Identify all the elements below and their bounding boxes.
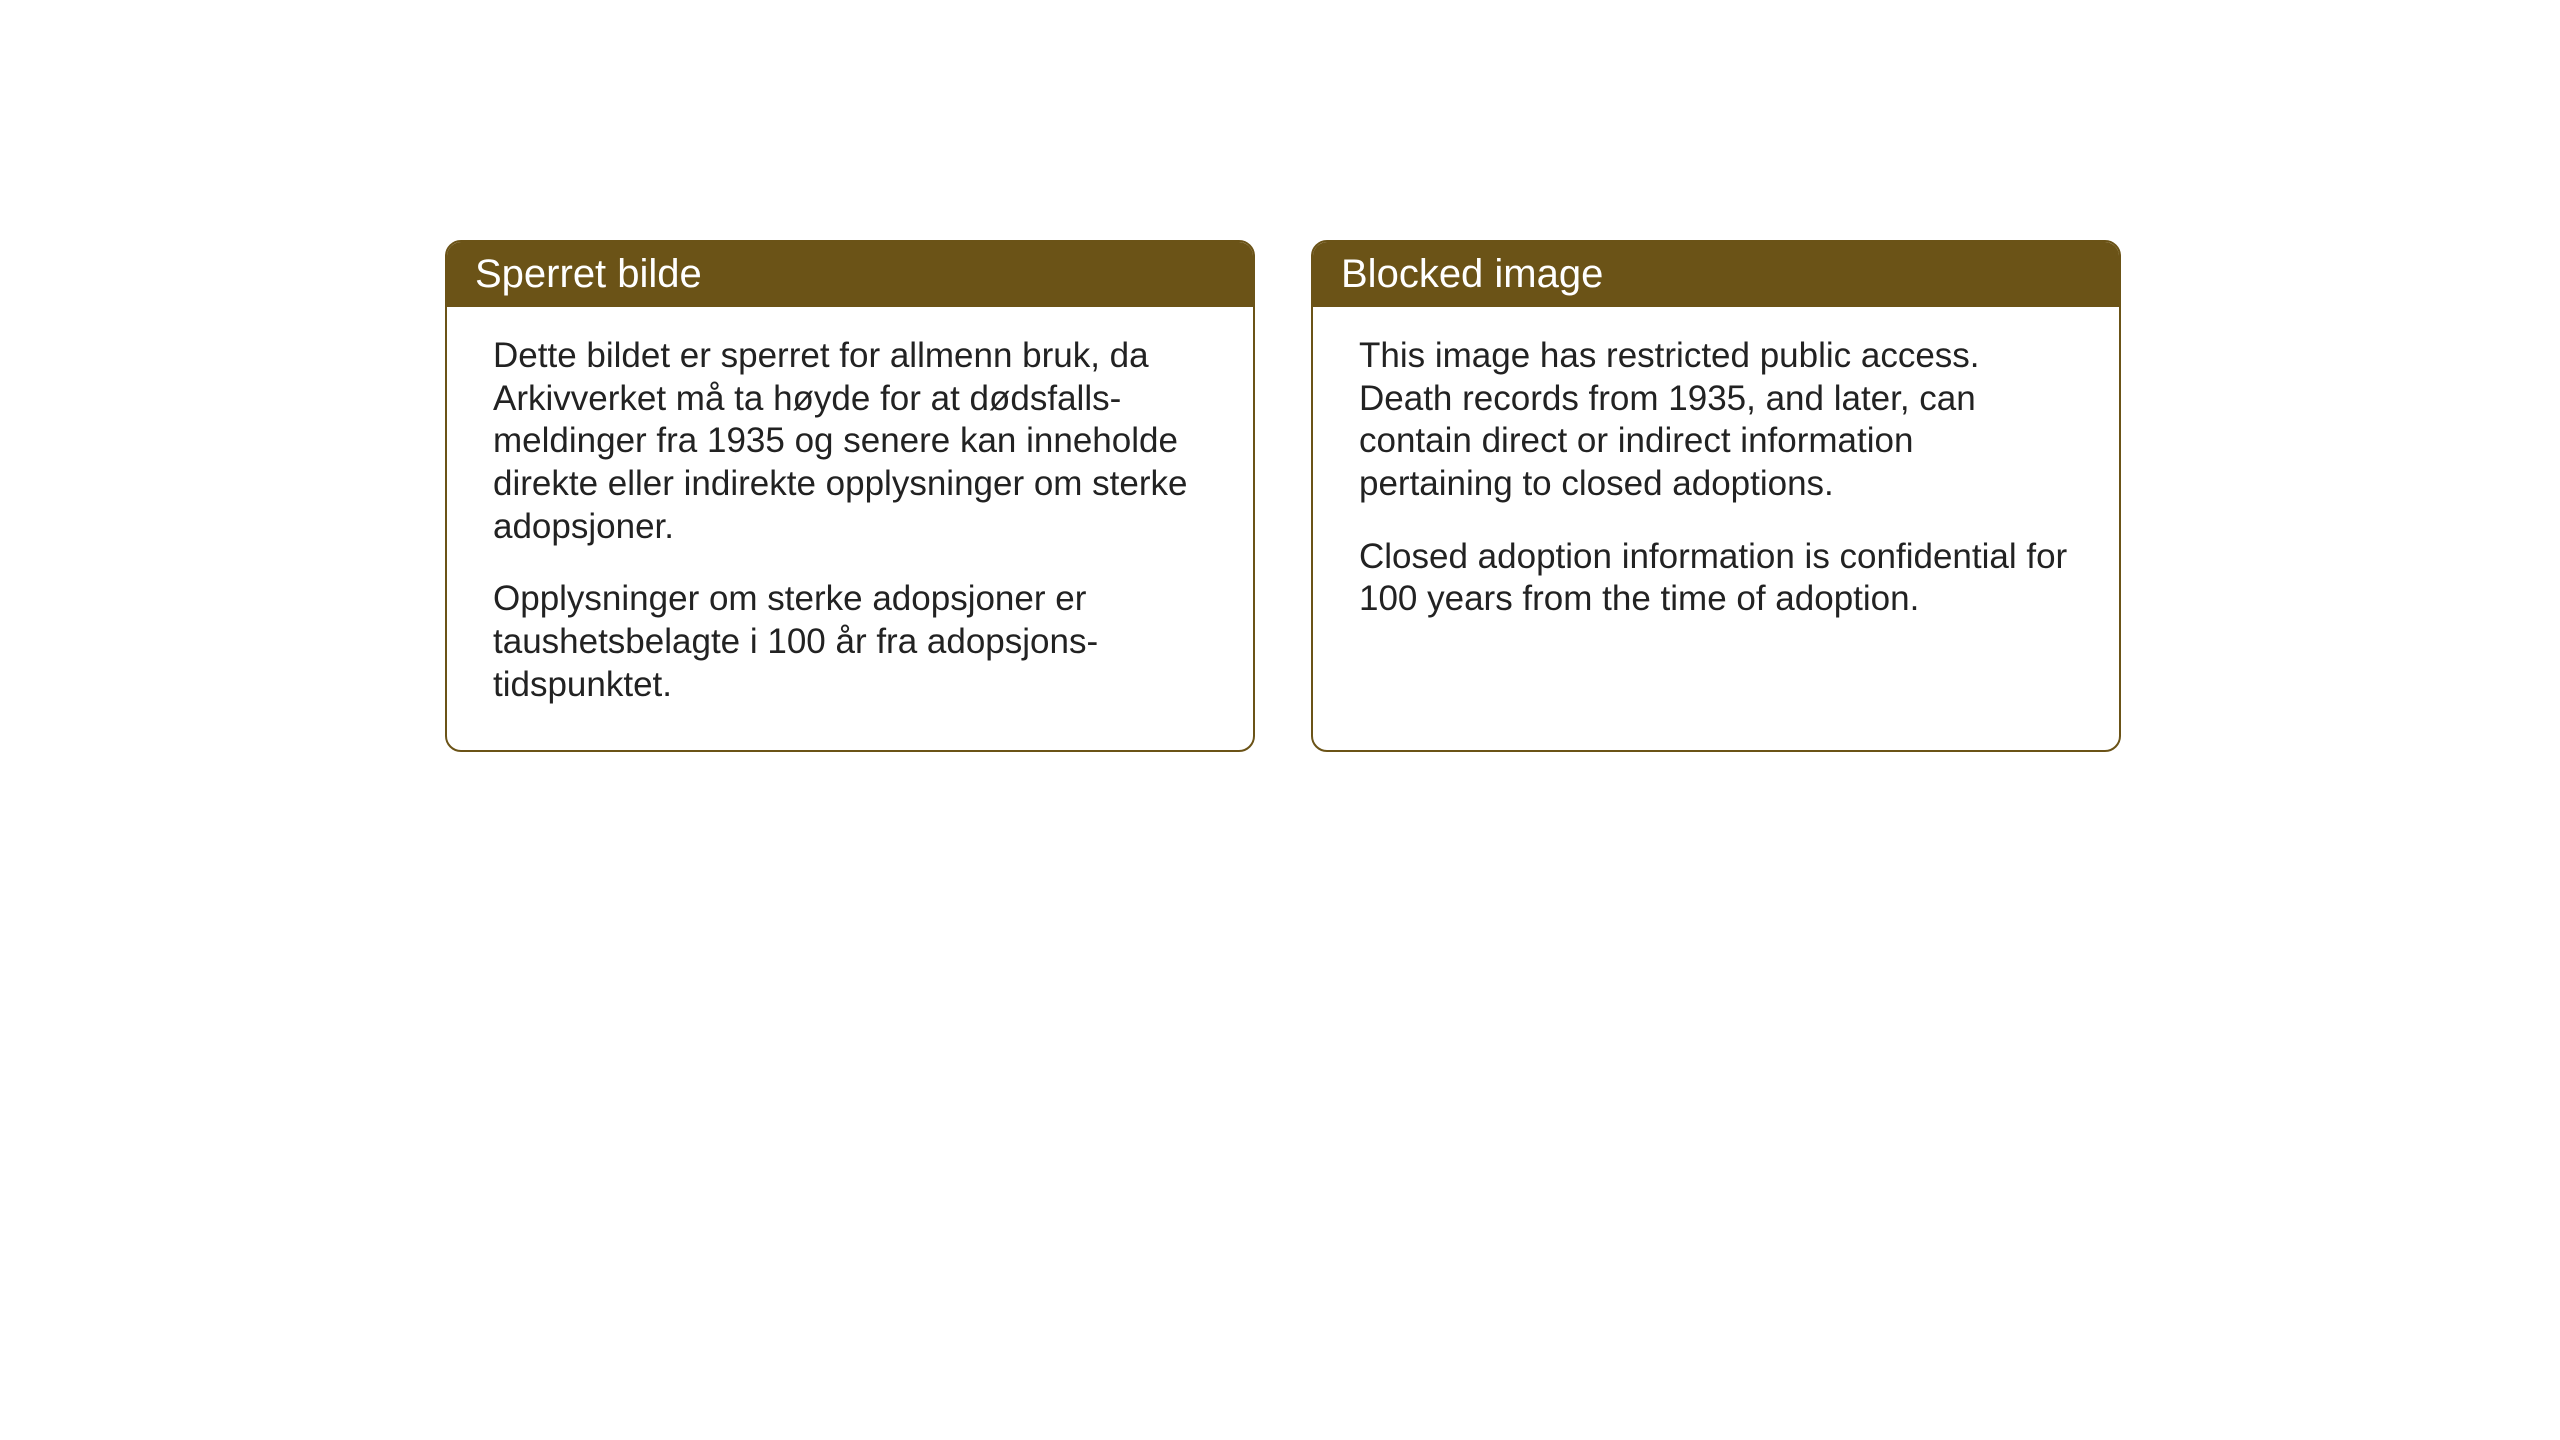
english-card-title: Blocked image (1313, 242, 2119, 307)
norwegian-card-body: Dette bildet er sperret for allmenn bruk… (447, 307, 1253, 745)
norwegian-notice-card: Sperret bilde Dette bildet er sperret fo… (445, 240, 1255, 752)
english-paragraph-2: Closed adoption information is confident… (1359, 536, 2073, 621)
notice-container: Sperret bilde Dette bildet er sperret fo… (445, 240, 2121, 752)
norwegian-paragraph-2: Opplysninger om sterke adopsjoner er tau… (493, 578, 1207, 706)
english-paragraph-1: This image has restricted public access.… (1359, 335, 2073, 506)
norwegian-paragraph-1: Dette bildet er sperret for allmenn bruk… (493, 335, 1207, 548)
english-card-body: This image has restricted public access.… (1313, 307, 2119, 659)
english-notice-card: Blocked image This image has restricted … (1311, 240, 2121, 752)
norwegian-card-title: Sperret bilde (447, 242, 1253, 307)
